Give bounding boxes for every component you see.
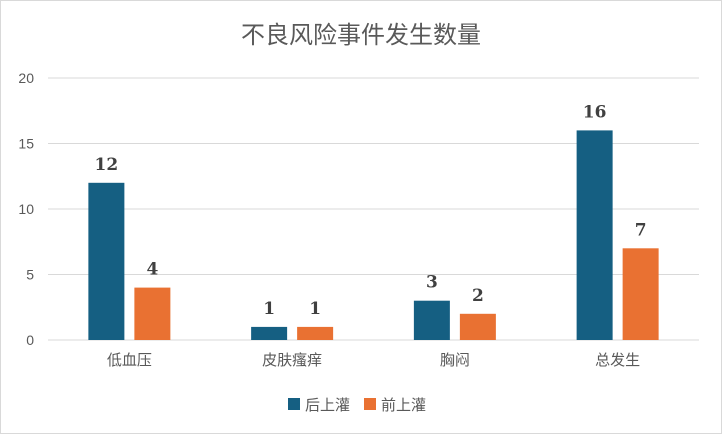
data-label: 12	[95, 155, 119, 175]
bar-后上灌	[413, 300, 450, 340]
data-label: 16	[583, 102, 607, 122]
y-tick-label: 0	[26, 332, 34, 348]
bar-后上灌	[88, 182, 125, 340]
bar-前上灌	[134, 287, 171, 340]
bar-前上灌	[459, 313, 496, 340]
bar-前上灌	[622, 248, 659, 340]
data-label: 2	[472, 286, 484, 306]
legend-label: 前上灌	[381, 396, 426, 414]
x-tick-label: 皮肤瘙痒	[262, 351, 322, 369]
x-tick-label: 胸闷	[440, 351, 470, 369]
chart-title: 不良风险事件发生数量	[241, 21, 481, 49]
legend-label: 后上灌	[305, 396, 350, 414]
bar-后上灌	[576, 130, 613, 340]
legend-swatch	[364, 398, 376, 410]
bar-前上灌	[297, 326, 334, 340]
y-tick-label: 20	[18, 70, 34, 86]
legend-swatch	[288, 398, 300, 410]
y-tick-label: 10	[18, 201, 34, 217]
bar-后上灌	[251, 326, 288, 340]
data-label: 4	[146, 260, 158, 280]
data-label: 7	[635, 220, 647, 240]
x-tick-label: 低血压	[107, 351, 152, 369]
x-tick-label: 总发生	[595, 351, 640, 369]
y-tick-label: 15	[18, 136, 34, 152]
data-label: 3	[426, 273, 438, 293]
data-label: 1	[309, 299, 321, 319]
data-label: 1	[263, 299, 275, 319]
y-tick-label: 5	[26, 267, 34, 283]
